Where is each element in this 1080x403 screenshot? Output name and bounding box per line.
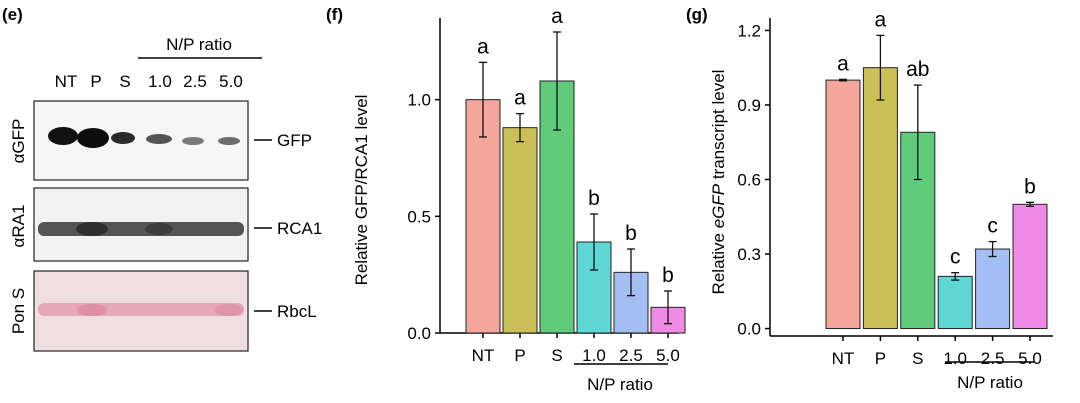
band	[38, 222, 244, 236]
x-tick-label: 5.0	[656, 346, 680, 365]
bar	[937, 275, 973, 330]
lane-label: 2.5	[183, 72, 207, 91]
panel-e: (e) N/P ratio NT P S 1.0 2.5 5.0 GFP αGF…	[2, 5, 322, 352]
band	[76, 222, 108, 236]
row-label-ara1: αRA1	[9, 205, 28, 248]
band	[146, 134, 172, 144]
band	[218, 137, 240, 145]
x-tick-label: S	[551, 346, 562, 365]
chart-f-marks: a a a b b b	[465, 5, 686, 334]
band	[215, 304, 243, 316]
lane-label: P	[90, 72, 101, 91]
band-label-rbcl: RbcL	[277, 302, 317, 321]
y-tick-label: 0.3	[737, 245, 761, 264]
y-tick-label: 1.0	[407, 91, 431, 110]
band	[38, 303, 244, 316]
band	[182, 137, 204, 145]
panel-e-label: (e)	[2, 5, 23, 24]
y-tick-label: 0.0	[737, 320, 761, 339]
lane-label: S	[119, 72, 130, 91]
y-tick-label: 0.5	[407, 207, 431, 226]
y-tick-label: 0.6	[737, 170, 761, 189]
bar	[502, 127, 538, 334]
significance-letter: b	[1024, 175, 1036, 198]
panel-f-label: (f)	[326, 5, 343, 24]
x-tick-label: P	[514, 346, 525, 365]
bar	[975, 248, 1011, 330]
bar	[1012, 203, 1048, 330]
significance-letter: ab	[906, 58, 929, 81]
significance-letter: a	[514, 87, 526, 110]
bar	[825, 79, 861, 330]
significance-letter: a	[837, 52, 849, 75]
x-tick-label: NT	[832, 349, 855, 368]
significance-letter: a	[551, 5, 563, 28]
y-tick-label: 1.2	[737, 21, 761, 40]
x-tick-label: S	[912, 349, 923, 368]
bar	[862, 67, 898, 330]
x-tick-label: 2.5	[619, 346, 643, 365]
x-tick-label: 1.0	[943, 349, 967, 368]
band	[77, 304, 107, 316]
band	[145, 223, 173, 235]
x-tick-label: 2.5	[981, 349, 1005, 368]
chart-g-ylabel-post: transcript level	[709, 70, 728, 184]
significance-letter: a	[875, 8, 887, 31]
x-tick-label: 1.0	[582, 346, 606, 365]
chart-g-xlabel: N/P ratio	[957, 373, 1023, 392]
row-label-pons: Pon S	[9, 288, 28, 334]
chart-g-ylabel: Relative eGFP transcript level	[709, 70, 728, 295]
panel-g-label: (g)	[686, 5, 708, 24]
chart-g-axes: 0.0 0.3 0.6 0.9 1.2 NT P S 1.0 2.5 5.0	[737, 18, 1053, 368]
chart-f-ylabel: Relative GFP/RCA1 level	[352, 95, 371, 286]
significance-letter: b	[588, 187, 600, 210]
significance-letter: c	[950, 246, 961, 269]
significance-letter: b	[625, 222, 637, 245]
row-label-agfp: αGFP	[9, 119, 28, 164]
lane-label: NT	[55, 72, 78, 91]
ratio-header: N/P ratio	[166, 35, 232, 54]
panel-g: (g) Relative eGFP transcript level 0.00.…	[686, 5, 1053, 392]
significance-letter: b	[662, 264, 674, 287]
band	[48, 127, 78, 145]
bar	[465, 99, 501, 334]
lane-label: 1.0	[148, 72, 172, 91]
y-tick-label: 0.9	[737, 96, 761, 115]
band	[77, 128, 109, 148]
band	[111, 132, 135, 144]
x-tick-label: 5.0	[1018, 349, 1042, 368]
band-label-rca1: RCA1	[277, 219, 322, 238]
lane-label: 5.0	[219, 72, 243, 91]
chart-g-marks: a a ab c c b	[825, 8, 1048, 330]
band-label-gfp: GFP	[277, 131, 312, 150]
x-tick-label: NT	[472, 346, 495, 365]
chart-g-ylabel-italic: eGFP	[709, 183, 728, 228]
x-tick-label: P	[875, 349, 886, 368]
chart-f-xlabel: N/P ratio	[587, 375, 653, 394]
significance-letter: a	[477, 35, 489, 58]
significance-letter: c	[987, 215, 998, 238]
y-tick-label: 0.0	[407, 324, 431, 343]
chart-g-ylabel-pre: Relative	[709, 228, 728, 294]
panel-f: (f) Relative GFP/RCA1 level 0.0 0.5 1.0 NT P…	[326, 5, 686, 394]
